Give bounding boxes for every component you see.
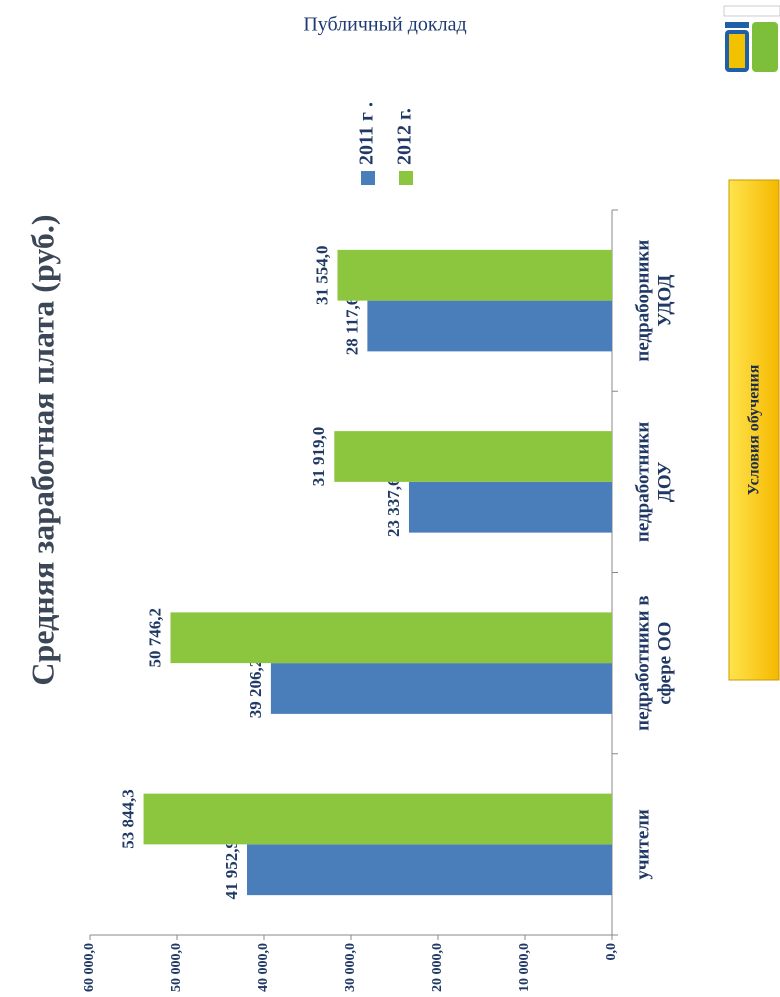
rotated-slide: Средняя заработная плата (руб.) Условия … xyxy=(24,102,780,992)
chart-title: Средняя заработная плата (руб.) xyxy=(24,214,60,685)
legend-label: 2012 г. xyxy=(394,108,416,165)
x-tick-label: ДОУ xyxy=(654,461,675,502)
nav-button[interactable]: Условия обучения xyxy=(728,179,780,681)
x-tick-label: педработники в xyxy=(632,595,653,730)
value-label: 31 919,0 xyxy=(309,427,328,487)
header-title: Публичный доклад xyxy=(303,14,466,36)
value-label: 41 952,9 xyxy=(222,840,241,900)
bar xyxy=(247,844,612,896)
y-tick-label: 10 000,0 xyxy=(517,943,532,992)
y-tick-label: 60 000,0 xyxy=(82,943,97,992)
y-tick-label: 40 000,0 xyxy=(256,943,271,992)
bar xyxy=(270,663,612,714)
value-label: 53 844,3 xyxy=(118,789,137,849)
legend-label: 2011 г . xyxy=(356,102,378,165)
legend-swatch xyxy=(399,171,413,185)
bar xyxy=(408,481,613,533)
x-tick-label: педраборники xyxy=(632,240,653,362)
logo xyxy=(718,5,780,74)
y-tick-label: 50 000,0 xyxy=(169,943,184,992)
button-bg[interactable] xyxy=(728,179,780,681)
x-tick-label: сфере ОО xyxy=(654,622,675,705)
value-label: 28 117,6 xyxy=(342,297,361,356)
bar xyxy=(334,431,612,482)
value-label: 39 206,2 xyxy=(246,659,265,719)
value-label: 50 746,2 xyxy=(145,608,164,668)
value-label: 23 337,6 xyxy=(384,478,403,538)
x-tick-label: педработники xyxy=(632,422,653,542)
value-label: 31 554,0 xyxy=(312,246,331,306)
y-tick-label: 20 000,0 xyxy=(430,943,445,992)
bar xyxy=(170,612,612,664)
button-label[interactable]: Условия обучения xyxy=(746,364,763,495)
legend-swatch xyxy=(361,171,375,185)
bar xyxy=(367,300,613,352)
x-tick-label: УДОД xyxy=(654,275,675,327)
x-tick-label: учители xyxy=(632,809,653,880)
bar xyxy=(143,793,612,845)
bar xyxy=(337,249,612,301)
y-tick-label: 30 000,0 xyxy=(343,943,358,992)
y-tick-label: 0,0 xyxy=(604,943,619,961)
